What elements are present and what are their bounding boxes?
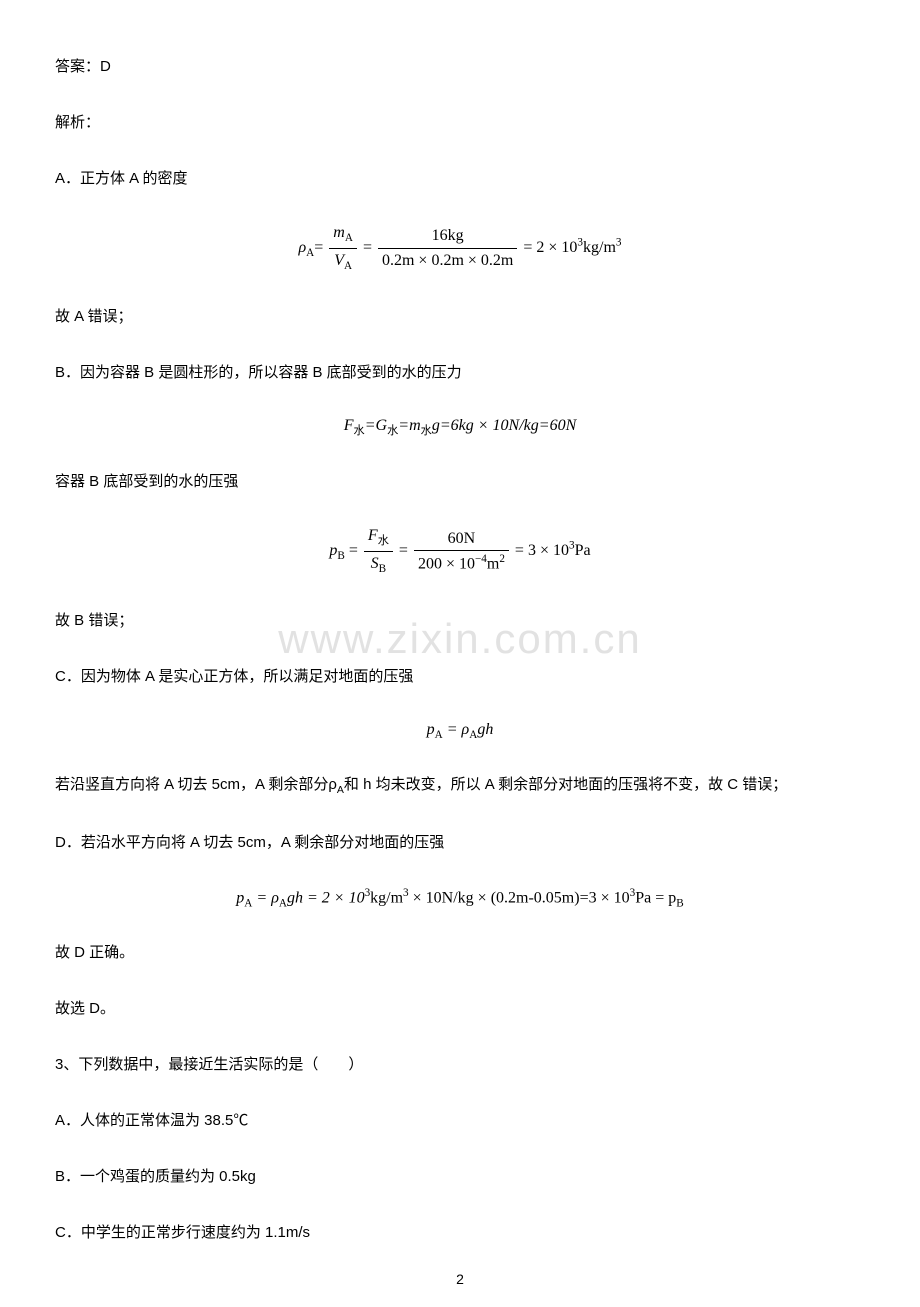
f-b2-result-unit: Pa xyxy=(575,542,591,559)
f-d-m1-sub: A xyxy=(279,897,287,909)
explain-label: 解析： xyxy=(55,111,865,135)
f-a-result-unit-sup: 3 xyxy=(616,236,622,248)
answer-line: 答案：D xyxy=(55,55,865,79)
f-d-m3: kg/m xyxy=(370,889,403,906)
f-c-rhs2: gh xyxy=(477,721,493,738)
option-b-intro: B．因为容器 B 是圆柱形的，所以容器 B 底部受到的水的压力 xyxy=(55,361,865,385)
f-b2-f2-den-b: m xyxy=(487,556,499,573)
f-a-f1-num: m xyxy=(333,224,345,241)
formula-b1: F水=G水=m水g=6kg × 10N/kg=60N xyxy=(55,417,865,438)
f-a-f1-den-sub: A xyxy=(344,260,352,272)
option-a-conclusion: 故 A 错误； xyxy=(55,305,865,329)
option-b-mid: 容器 B 底部受到的水的压强 xyxy=(55,470,865,494)
f-d-m4: × 10N/kg × (0.2m-0.05m)=3 × 10 xyxy=(409,889,630,906)
f-b2-f1-den-sub: B xyxy=(379,563,386,575)
f-c-lhs-sub: A xyxy=(435,729,443,741)
f-b2-f2-den-sup2: 2 xyxy=(499,553,505,565)
f-a-result: = 2 × 10 xyxy=(523,239,577,256)
f-b2-f2-den-a: 200 × 10 xyxy=(418,556,475,573)
q3-option-b: B．一个鸡蛋的质量约为 0.5kg xyxy=(55,1165,865,1189)
f-b2-frac1: F水 SB xyxy=(364,526,393,576)
f-b2-f1-num-sub: 水 xyxy=(378,536,389,548)
f-b1-mid2: =m xyxy=(398,417,420,434)
f-a-f1-den: V xyxy=(334,252,344,269)
option-a-intro: A．正方体 A 的密度 xyxy=(55,167,865,191)
option-c-body: 若沿竖直方向将 A 切去 5cm，A 剩余部分ρA和 h 均未改变，所以 A 剩… xyxy=(55,773,865,799)
f-b2-f1-den: S xyxy=(371,555,379,572)
option-d-conclusion: 故 D 正确。 xyxy=(55,941,865,965)
f-c-rhs: = ρ xyxy=(443,721,469,738)
f-b2-lhs-sub: B xyxy=(337,550,344,562)
f-b1-sub3: 水 xyxy=(421,425,432,437)
f-b1-F: F xyxy=(344,417,354,434)
f-d-m5: Pa = p xyxy=(635,889,676,906)
opt-c-body-1: 若沿竖直方向将 A 切去 5cm，A 剩余部分ρ xyxy=(55,776,337,793)
f-d-m5-sub: B xyxy=(676,897,683,909)
f-a-f2-den: 0.2m × 0.2m × 0.2m xyxy=(378,249,517,270)
f-b2-f2-den-sup: −4 xyxy=(475,553,487,565)
formula-a: ρA= mA VA = 16kg 0.2m × 0.2m × 0.2m = 2 … xyxy=(55,223,865,273)
f-a-f2-num: 16kg xyxy=(378,226,517,248)
f-b2-result: = 3 × 10 xyxy=(515,542,569,559)
f-b2-frac2: 60N 200 × 10−4m2 xyxy=(414,529,509,574)
formula-d: pA = ρAgh = 2 × 103kg/m3 × 10N/kg × (0.2… xyxy=(55,887,865,910)
f-d-m1: = ρ xyxy=(252,889,278,906)
option-d-intro: D．若沿水平方向将 A 切去 5cm，A 剩余部分对地面的压强 xyxy=(55,831,865,855)
f-a-f1-num-sub: A xyxy=(345,232,353,244)
f-b1-sub1: 水 xyxy=(354,425,365,437)
option-c-intro: C．因为物体 A 是实心正方体，所以满足对地面的压强 xyxy=(55,665,865,689)
f-a-result-unit: kg/m xyxy=(583,239,616,256)
q3-option-a: A．人体的正常体温为 38.5℃ xyxy=(55,1109,865,1133)
question-3: 3、下列数据中，最接近生活实际的是（ ） xyxy=(55,1053,865,1077)
q3-option-c: C．中学生的正常步行速度约为 1.1m/s xyxy=(55,1221,865,1245)
page-number: 2 xyxy=(456,1271,464,1287)
formula-b2: pB = F水 SB = 60N 200 × 10−4m2 = 3 × 103P… xyxy=(55,526,865,576)
opt-c-body-2: 和 h 均未改变，所以 A 剩余部分对地面的压强将不变，故 C 错误； xyxy=(344,776,787,793)
f-b1-sub2: 水 xyxy=(387,425,398,437)
opt-c-body-sub: A xyxy=(337,784,344,796)
final-answer: 故选 D。 xyxy=(55,997,865,1021)
formula-a-frac1: mA VA xyxy=(329,223,357,273)
f-b1-mid3: g=6kg × 10N/kg=60N xyxy=(432,417,576,434)
option-b-conclusion: 故 B 错误； xyxy=(55,609,865,633)
f-b2-f1-num: F xyxy=(368,527,378,544)
content-area: 答案：D 解析： A．正方体 A 的密度 ρA= mA VA = 16kg 0.… xyxy=(55,55,865,1245)
f-c-lhs: p xyxy=(427,721,435,738)
formula-a-frac2: 16kg 0.2m × 0.2m × 0.2m xyxy=(378,226,517,269)
f-b1-mid1: =G xyxy=(365,417,387,434)
formula-c: pA = ρAgh xyxy=(55,721,865,741)
f-d-m2: gh = 2 × 10 xyxy=(287,889,365,906)
formula-a-eq: = xyxy=(314,239,323,256)
f-b2-f2-num: 60N xyxy=(414,529,509,551)
